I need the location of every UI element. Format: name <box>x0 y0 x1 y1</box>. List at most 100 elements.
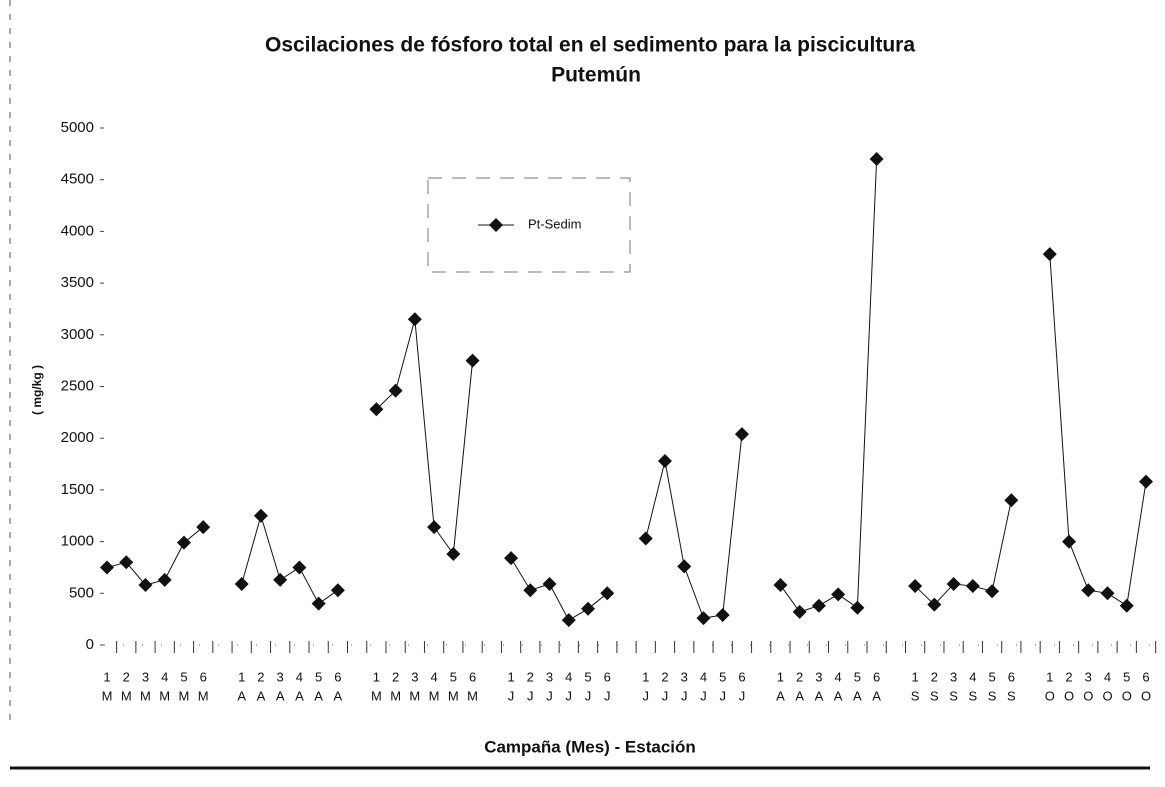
x-tick-label: A <box>295 688 304 703</box>
x-tick-label: 5 <box>450 669 457 684</box>
data-point <box>1042 247 1057 262</box>
x-tick-label: A <box>872 688 881 703</box>
x-tick-label: 2 <box>392 669 399 684</box>
data-point <box>407 312 422 327</box>
legend-box <box>427 177 631 273</box>
x-tick-label: A <box>776 688 785 703</box>
x-tick-label: S <box>988 688 997 703</box>
data-point <box>523 583 538 598</box>
chart-title: Putemún <box>551 64 641 87</box>
x-tick-label: O <box>1045 688 1055 703</box>
data-point <box>273 572 288 587</box>
x-tick-label: M <box>121 688 132 703</box>
legend: Pt-Sedim <box>427 177 631 273</box>
x-tick-label: S <box>949 688 958 703</box>
series-line <box>106 526 204 586</box>
x-tick-label: O <box>1102 688 1112 703</box>
x-tick-label: J <box>719 688 726 703</box>
data-point <box>811 598 826 613</box>
data-point <box>657 453 672 468</box>
data-point <box>1119 598 1134 613</box>
x-tick-label: 6 <box>873 669 880 684</box>
data-point <box>196 520 211 535</box>
x-tick-label: 5 <box>1123 669 1130 684</box>
data-point <box>869 152 884 167</box>
x-tick-label: 2 <box>796 669 803 684</box>
x-tick-label: O <box>1083 688 1093 703</box>
x-tick-label: O <box>1064 688 1074 703</box>
data-point <box>292 560 307 575</box>
x-tick-label: 2 <box>1065 669 1072 684</box>
x-tick-label: 4 <box>835 669 842 684</box>
y-tick-label: 500 <box>69 584 94 601</box>
x-tick-label: 3 <box>1085 669 1092 684</box>
x-axis-label: Campaña (Mes) - Estación <box>484 737 696 756</box>
x-tick-label: O <box>1122 688 1132 703</box>
y-tick-label: 2000 <box>61 429 94 446</box>
y-axis-label: ( mg/kg ) <box>30 365 44 415</box>
x-tick-label: M <box>390 688 401 703</box>
x-tick-label: M <box>159 688 170 703</box>
x-tick-label: 5 <box>719 669 726 684</box>
data-point <box>253 508 268 523</box>
x-tick-label: A <box>257 688 266 703</box>
data-point <box>1004 493 1019 508</box>
x-tick-label: S <box>911 688 920 703</box>
x-tick-label: 3 <box>277 669 284 684</box>
x-tick-label: J <box>642 688 649 703</box>
x-tick-label: M <box>179 688 190 703</box>
x-tick-label: 3 <box>411 669 418 684</box>
series-line <box>241 513 339 605</box>
x-tick-label: J <box>566 688 573 703</box>
x-tick-label: 2 <box>661 669 668 684</box>
data-point <box>927 597 942 612</box>
x-tick-label: A <box>276 688 285 703</box>
data-point <box>330 583 345 598</box>
x-tick-label: J <box>527 688 534 703</box>
data-point <box>388 383 403 398</box>
x-tick-label: 1 <box>911 669 918 684</box>
x-tick-label: 1 <box>238 669 245 684</box>
data-point <box>369 402 384 417</box>
x-tick-label: 3 <box>681 669 688 684</box>
y-tick-label: 4500 <box>61 171 94 188</box>
data-point <box>446 547 461 562</box>
x-tick-label: A <box>334 688 343 703</box>
data-point <box>138 578 153 593</box>
data-point <box>1100 586 1115 601</box>
x-tick-label: 6 <box>1008 669 1015 684</box>
x-tick-label: M <box>140 688 151 703</box>
legend-marker <box>489 218 503 232</box>
x-tick-label: 3 <box>950 669 957 684</box>
x-tick-label: 4 <box>1104 669 1111 684</box>
x-tick-label: M <box>429 688 440 703</box>
x-tick-label: 6 <box>334 669 341 684</box>
x-tick-label: M <box>198 688 209 703</box>
x-tick-label: 5 <box>584 669 591 684</box>
y-tick-label: 5000 <box>61 119 94 136</box>
x-tick-label: J <box>662 688 669 703</box>
x-tick-label: M <box>467 688 478 703</box>
data-point <box>773 578 788 593</box>
x-tick-label: 3 <box>546 669 553 684</box>
x-tick-label: 4 <box>161 669 168 684</box>
x-tick-label: 3 <box>815 669 822 684</box>
data-point <box>1081 583 1096 598</box>
data-point <box>965 579 980 594</box>
x-tick-label: A <box>314 688 323 703</box>
x-tick-label: M <box>102 688 113 703</box>
x-tick-label: J <box>585 688 592 703</box>
x-tick-label: 6 <box>1142 669 1149 684</box>
x-tick-label: J <box>681 688 688 703</box>
data-point <box>1139 474 1153 489</box>
y-tick-label: 0 <box>86 636 94 653</box>
chart-title: Oscilaciones de fósforo total en el sedi… <box>265 34 915 57</box>
x-tick-label: 4 <box>565 669 572 684</box>
x-tick-label: S <box>1007 688 1016 703</box>
x-tick-label: M <box>371 688 382 703</box>
data-point <box>581 601 596 616</box>
data-point <box>542 576 557 591</box>
x-tick-label: 6 <box>738 669 745 684</box>
x-tick-label: J <box>700 688 707 703</box>
x-tick-label: O <box>1141 688 1151 703</box>
